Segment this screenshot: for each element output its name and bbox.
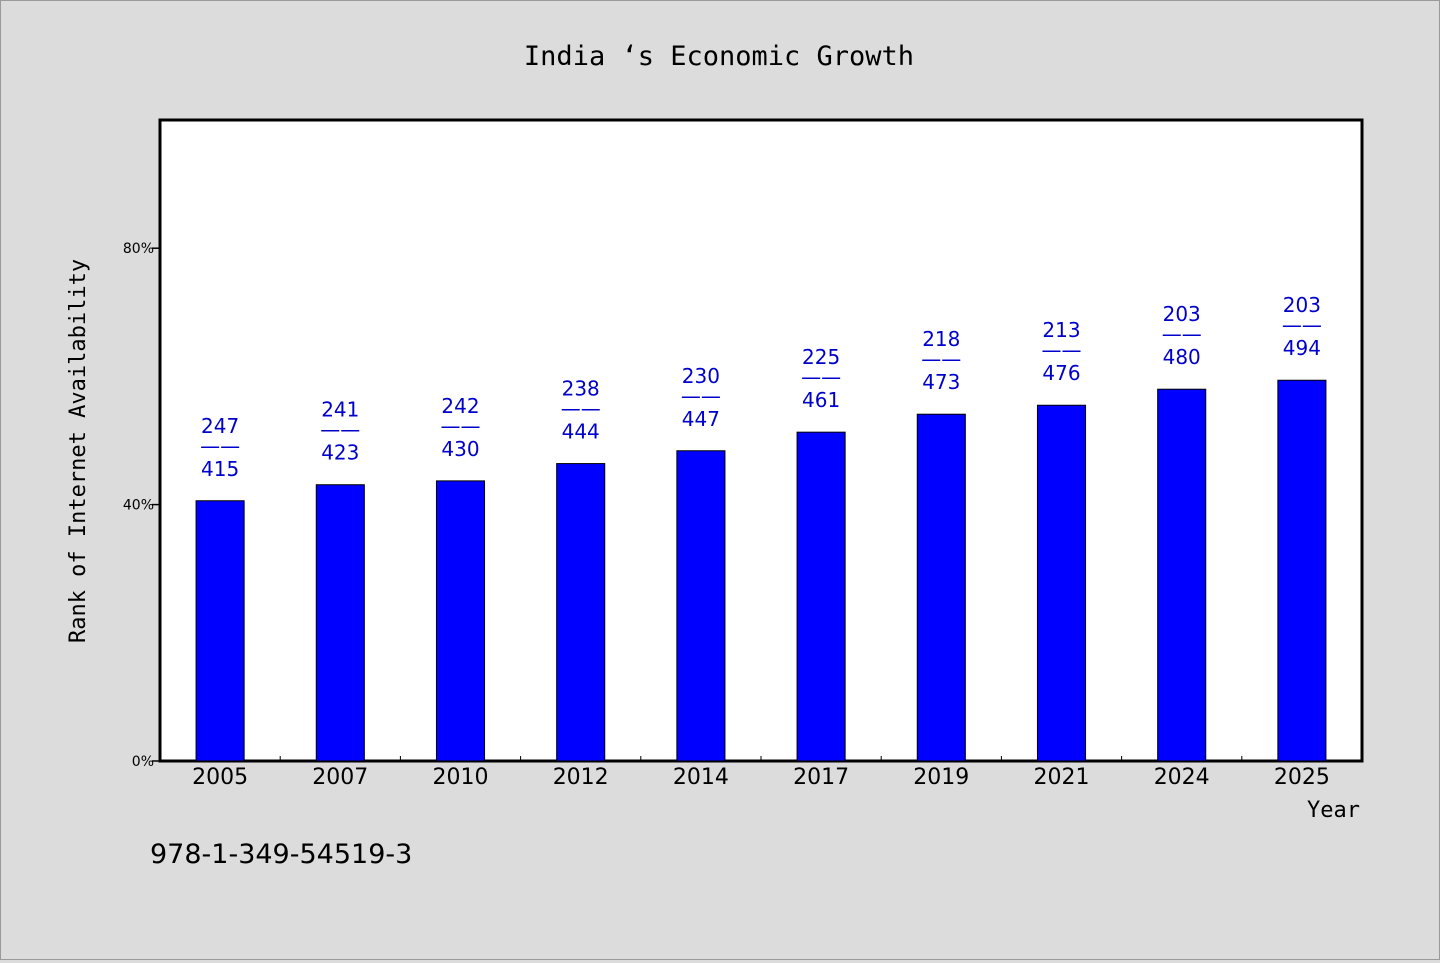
data-label-separator: —— bbox=[1282, 313, 1322, 337]
data-label-separator: —— bbox=[921, 347, 961, 371]
data-label-top: 213 bbox=[1042, 318, 1080, 342]
bars bbox=[195, 379, 1327, 762]
bar bbox=[435, 480, 486, 762]
data-label-separator: —— bbox=[1162, 322, 1202, 346]
data-labels: 247——415241——423242——430238——444230——447… bbox=[200, 293, 1322, 481]
data-label-bottom: 480 bbox=[1163, 345, 1201, 369]
data-label-separator: —— bbox=[320, 418, 360, 442]
x-tick-label: 2025 bbox=[1274, 765, 1330, 790]
data-label-top: 238 bbox=[562, 377, 600, 401]
x-tick-label: 2024 bbox=[1154, 765, 1210, 790]
data-label-top: 225 bbox=[802, 345, 840, 369]
bar bbox=[916, 413, 966, 762]
x-tick-label: 2017 bbox=[793, 765, 849, 790]
x-axis: 2005 2007 2010 2012 2014 2017 2019 2021 2024 2025 bbox=[192, 756, 1330, 790]
x-tick-label: 2014 bbox=[673, 765, 729, 790]
data-label-bottom: 430 bbox=[441, 437, 479, 461]
data-label-bottom: 461 bbox=[802, 388, 840, 412]
data-label-bottom: 476 bbox=[1042, 361, 1080, 385]
data-label-bottom: 444 bbox=[562, 420, 600, 444]
data-label-bottom: 494 bbox=[1283, 336, 1321, 360]
data-label-separator: —— bbox=[200, 434, 240, 458]
y-axis: 0% 40% 80% bbox=[123, 241, 160, 770]
x-tick-label: 2010 bbox=[433, 765, 489, 790]
x-tick-label: 2007 bbox=[312, 765, 368, 790]
x-tick-label: 2005 bbox=[192, 765, 248, 790]
footnote: 978-1-349-54519-3 bbox=[150, 839, 412, 870]
data-label-bottom: 447 bbox=[682, 407, 720, 431]
x-tick-label: 2012 bbox=[553, 765, 609, 790]
data-label-top: 247 bbox=[201, 414, 239, 438]
data-label-top: 230 bbox=[682, 364, 720, 388]
y-tick-label: 80% bbox=[123, 241, 154, 257]
y-tick-label: 40% bbox=[123, 498, 154, 514]
bar bbox=[676, 450, 726, 762]
x-tick-label: 2019 bbox=[913, 765, 969, 790]
bar bbox=[315, 484, 365, 762]
bar bbox=[796, 431, 846, 762]
y-axis-title: Rank of Internet Availability bbox=[66, 259, 91, 643]
bar bbox=[556, 463, 606, 762]
data-label-top: 218 bbox=[922, 327, 960, 351]
data-label-separator: —— bbox=[801, 365, 841, 389]
data-label-separator: —— bbox=[561, 397, 601, 421]
bar bbox=[1277, 379, 1327, 762]
data-label-top: 203 bbox=[1163, 302, 1201, 326]
data-label-top: 203 bbox=[1283, 293, 1321, 317]
data-label-separator: —— bbox=[1042, 338, 1082, 362]
bar bbox=[1157, 388, 1207, 762]
data-label-bottom: 473 bbox=[922, 370, 960, 394]
data-label-top: 241 bbox=[321, 398, 359, 422]
data-label-separator: —— bbox=[681, 384, 721, 408]
data-label-bottom: 415 bbox=[201, 457, 239, 481]
data-label-top: 242 bbox=[441, 394, 479, 418]
chart-title: India ‘s Economic Growth bbox=[524, 41, 914, 72]
x-tick-label: 2021 bbox=[1034, 765, 1090, 790]
bar bbox=[1036, 404, 1087, 762]
y-tick-label: 0% bbox=[132, 754, 154, 770]
x-axis-title: Year bbox=[1307, 798, 1360, 823]
bar bbox=[195, 500, 245, 762]
data-label-bottom: 423 bbox=[321, 441, 359, 465]
data-label-separator: —— bbox=[441, 414, 481, 438]
